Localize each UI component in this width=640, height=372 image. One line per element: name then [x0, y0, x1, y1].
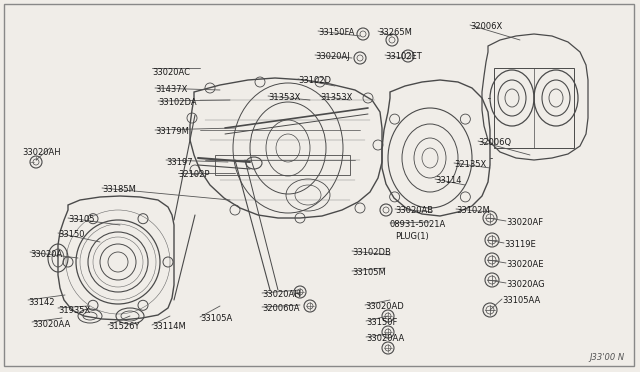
Text: 33105AA: 33105AA — [502, 296, 540, 305]
Text: 33197: 33197 — [166, 158, 193, 167]
Text: 31935X: 31935X — [58, 306, 90, 315]
Text: 33105A: 33105A — [200, 314, 232, 323]
Text: 33020A: 33020A — [30, 250, 62, 259]
Text: 33150: 33150 — [58, 230, 84, 239]
Text: 33179M: 33179M — [155, 127, 189, 136]
Text: 33020AE: 33020AE — [506, 260, 543, 269]
Text: 33020AD: 33020AD — [365, 302, 404, 311]
Text: 33020AH: 33020AH — [262, 290, 301, 299]
Text: 33150F: 33150F — [366, 318, 397, 327]
Text: 33020AF: 33020AF — [506, 218, 543, 227]
Text: 320060A: 320060A — [262, 304, 300, 313]
Text: 33102DA: 33102DA — [158, 98, 196, 107]
Text: 32006X: 32006X — [470, 22, 502, 31]
Text: 33105M: 33105M — [352, 268, 386, 277]
Text: 33020AA: 33020AA — [366, 334, 404, 343]
Text: 08931-5021A: 08931-5021A — [390, 220, 446, 229]
Text: 33105: 33105 — [68, 215, 95, 224]
Text: 31353X: 31353X — [268, 93, 300, 102]
Text: 33185M: 33185M — [102, 185, 136, 194]
Text: 33265M: 33265M — [378, 28, 412, 37]
Text: PLUG(1): PLUG(1) — [395, 232, 429, 241]
Text: 33020AB: 33020AB — [395, 206, 433, 215]
Text: 33114M: 33114M — [152, 322, 186, 331]
Text: 32006Q: 32006Q — [478, 138, 511, 147]
Text: 33020AJ: 33020AJ — [315, 52, 349, 61]
Text: 33020AC: 33020AC — [152, 68, 190, 77]
Text: 33020AH: 33020AH — [22, 148, 61, 157]
Text: 31526Y: 31526Y — [108, 322, 140, 331]
Text: 32102P: 32102P — [178, 170, 209, 179]
Text: 31437X: 31437X — [155, 85, 188, 94]
Text: 33114: 33114 — [435, 176, 461, 185]
Text: 33102DB: 33102DB — [352, 248, 391, 257]
Text: 33102ET: 33102ET — [385, 52, 422, 61]
Text: 33119E: 33119E — [504, 240, 536, 249]
Text: J33'00 N: J33'00 N — [590, 353, 625, 362]
Text: 33142: 33142 — [28, 298, 54, 307]
Text: 33150FA: 33150FA — [318, 28, 355, 37]
Text: 32135X: 32135X — [454, 160, 486, 169]
Text: 33020AA: 33020AA — [32, 320, 70, 329]
Text: 33020AG: 33020AG — [506, 280, 545, 289]
Text: 33102D: 33102D — [298, 76, 331, 85]
Bar — [494, 68, 574, 148]
Text: 33102M: 33102M — [456, 206, 490, 215]
Text: 31353X: 31353X — [320, 93, 353, 102]
